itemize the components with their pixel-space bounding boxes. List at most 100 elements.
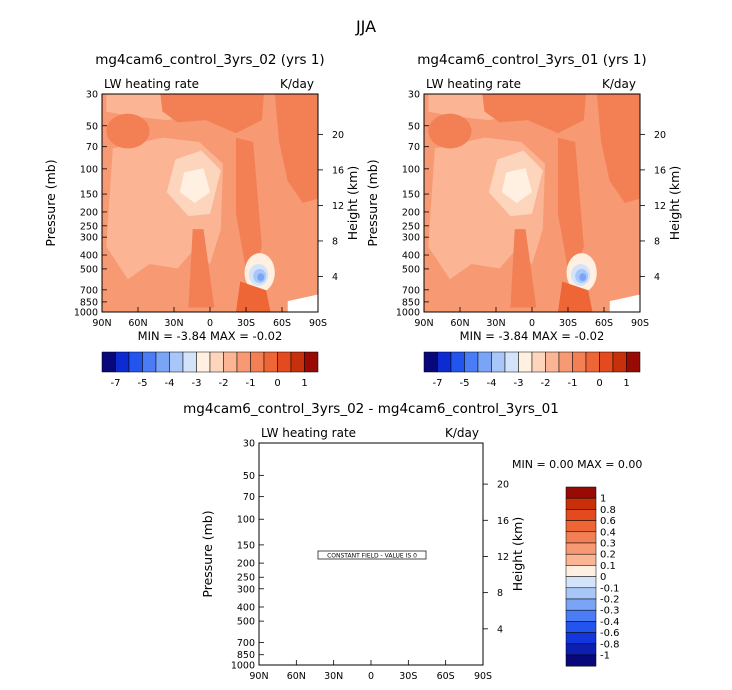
p0-xtick-label: 60S [273, 318, 291, 329]
p0-colorbar-box [182, 351, 197, 373]
p0-colorbar-label: -1 [246, 378, 256, 389]
p2-ytick-label: 500 [237, 617, 255, 628]
p1-xtick-label: 90N [414, 318, 433, 329]
p2-ytick-label: 100 [237, 515, 255, 526]
p1-ytick-label: 200 [402, 207, 420, 218]
p0-stats: MIN = -3.84 MAX = -0.02 [138, 329, 283, 343]
p2-colorbar-label: 0.6 [600, 516, 616, 527]
p1-missing-region [609, 294, 640, 312]
p2-xtick-label: 30N [324, 671, 343, 682]
p1-colorbar-box [585, 351, 600, 373]
p0-colorbar-label: -5 [138, 378, 148, 389]
p1-colorbar-label: -5 [460, 378, 470, 389]
panel-difference: 305070100150200250300400500700850100090N… [183, 401, 642, 682]
p2-subtitle-left: LW heating rate [261, 426, 356, 440]
p1-colorbar-box [518, 351, 533, 373]
p1-colorbar-label: 1 [623, 378, 629, 389]
p0-colorbar-box [128, 351, 143, 373]
p1-colorbar-box [612, 351, 627, 373]
p2-colorbar-box [565, 643, 597, 656]
p2-colorbar-label: 0.4 [600, 527, 616, 538]
p0-ytick-label: 400 [80, 251, 98, 262]
p2-ytick-label: 50 [243, 471, 255, 482]
p2-htick-label: 8 [497, 588, 503, 599]
p2-colorbar-label: 0.2 [600, 550, 616, 561]
p2-stats: MIN = 0.00 MAX = 0.00 [512, 458, 642, 471]
p0-htick-label: 16 [332, 165, 344, 176]
p2-colorbar-label: -0.8 [600, 639, 620, 650]
p0-colorbar-label: -3 [192, 378, 202, 389]
p1-htick-label: 16 [654, 165, 666, 176]
p0-ytick-label: 30 [86, 90, 98, 101]
p1-colorbar-box [464, 351, 479, 373]
p1-field [424, 94, 640, 312]
p0-colorbar-box [209, 351, 224, 373]
p0-ytick-label: 150 [80, 190, 98, 201]
p1-colorbar-box [626, 351, 641, 373]
p0-colorbar-box [223, 351, 238, 373]
p2-htick-label: 16 [497, 516, 509, 527]
p0-colorbar-label: 1 [301, 378, 307, 389]
p0-ytick-label: 1000 [74, 308, 98, 319]
p1-ytick-label: 50 [408, 121, 420, 132]
p1-xtick-label: 60S [595, 318, 613, 329]
panel-control-01: 305070100150200250300400500700850100090N… [365, 52, 682, 389]
p1-cool-core [579, 273, 587, 282]
p0-ytick-label: 100 [80, 164, 98, 175]
p2-ytick-label: 150 [237, 540, 255, 551]
p0-subtitle-left: LW heating rate [104, 77, 199, 91]
p1-stats: MIN = -3.84 MAX = -0.02 [460, 329, 605, 343]
p1-ylabel: Pressure (mb) [365, 159, 380, 246]
p0-colorbar-box [155, 351, 170, 373]
p0-core-inner [179, 168, 210, 203]
p0-xtick-label: 30N [164, 318, 183, 329]
p2-colorbar-label: 0.8 [600, 505, 616, 516]
p1-colorbar-box [558, 351, 573, 373]
p0-ytick-label: 500 [80, 264, 98, 275]
p2-xtick-label: 60N [287, 671, 306, 682]
p0-colorbar-box [115, 351, 130, 373]
p1-xtick-label: 90S [631, 318, 649, 329]
p1-colorbar-box [437, 351, 452, 373]
p1-ytick-label: 150 [402, 190, 420, 201]
p0-strat-region [160, 94, 264, 134]
p2-ytick-label: 200 [237, 559, 255, 570]
p1-colorbar-box [450, 351, 465, 373]
p0-north-blob [106, 113, 150, 149]
p2-xtick-label: 0 [368, 671, 374, 682]
p1-colorbar-label: -3 [514, 378, 524, 389]
p1-north-blob [428, 113, 472, 149]
p0-south-region [274, 94, 318, 203]
p1-colorbar-box [572, 351, 587, 373]
p1-strat-region [482, 94, 586, 134]
p1-htick-label: 4 [654, 272, 660, 283]
p1-colorbar-label: 0 [596, 378, 602, 389]
p2-colorbar-box [565, 587, 597, 600]
p0-lower-tongue [188, 229, 215, 308]
p2-title: mg4cam6_control_3yrs_02 - mg4cam6_contro… [183, 401, 559, 417]
panel-control-02: 305070100150200250300400500700850100090N… [43, 52, 360, 389]
p2-colorbar-box [565, 509, 597, 521]
p0-htick-label: 8 [332, 236, 338, 247]
p2-subtitle-right: K/day [445, 426, 479, 440]
p0-frame [101, 93, 319, 313]
p0-colorbar-label: 0 [274, 378, 280, 389]
p0-colorbar-box [277, 351, 292, 373]
p1-htick-label: 12 [654, 201, 666, 212]
p0-htick-label: 20 [332, 130, 344, 141]
p0-subtitle-right: K/day [280, 77, 314, 91]
p2-ytick-label: 700 [237, 638, 255, 649]
p2-colorbar-label: -0.3 [600, 606, 620, 617]
p1-ytick-label: 1000 [396, 308, 420, 319]
p0-ytick-label: 300 [80, 233, 98, 244]
p0-colorbar-box [101, 351, 116, 373]
p2-colorbar-label: -0.1 [600, 583, 620, 594]
p2-colorbar-box [565, 486, 597, 499]
p1-surface-dark [557, 281, 593, 312]
p1-htick-label: 20 [654, 130, 666, 141]
p1-colorbar-box [599, 351, 614, 373]
p0-field [102, 94, 318, 312]
p0-surface-dark [235, 281, 271, 312]
p1-ylabel-right: Height (km) [667, 166, 682, 240]
p1-south-region [596, 94, 640, 203]
